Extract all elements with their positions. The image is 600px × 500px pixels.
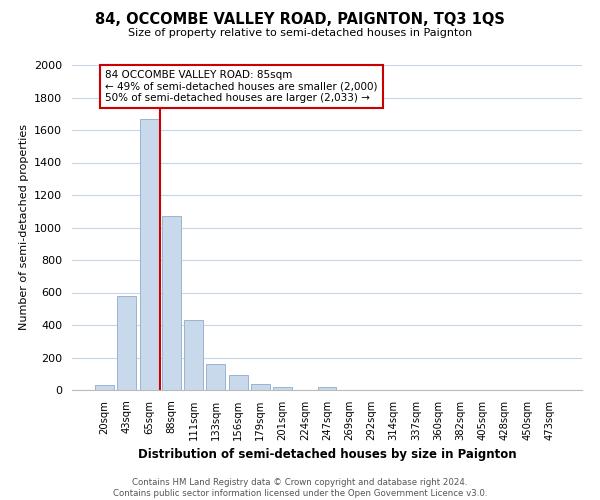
Text: Size of property relative to semi-detached houses in Paignton: Size of property relative to semi-detach… (128, 28, 472, 38)
Text: Contains HM Land Registry data © Crown copyright and database right 2024.
Contai: Contains HM Land Registry data © Crown c… (113, 478, 487, 498)
Bar (140, 118, 158, 390)
Bar (317, 387, 337, 390)
Bar (251, 384, 270, 390)
Y-axis label: Number of semi-detached properties: Number of semi-detached properties (19, 124, 29, 330)
Bar (184, 320, 203, 390)
Text: 84, OCCOMBE VALLEY ROAD, PAIGNTON, TQ3 1QS: 84, OCCOMBE VALLEY ROAD, PAIGNTON, TQ3 1… (95, 12, 505, 28)
X-axis label: Distribution of semi-detached houses by size in Paignton: Distribution of semi-detached houses by … (137, 448, 517, 462)
Bar (118, 296, 136, 390)
Bar (273, 387, 292, 390)
Bar (162, 216, 181, 390)
Bar (229, 376, 248, 390)
Bar (206, 364, 225, 390)
Bar (95, 385, 114, 390)
Text: 84 OCCOMBE VALLEY ROAD: 85sqm
← 49% of semi-detached houses are smaller (2,000)
: 84 OCCOMBE VALLEY ROAD: 85sqm ← 49% of s… (105, 70, 378, 103)
